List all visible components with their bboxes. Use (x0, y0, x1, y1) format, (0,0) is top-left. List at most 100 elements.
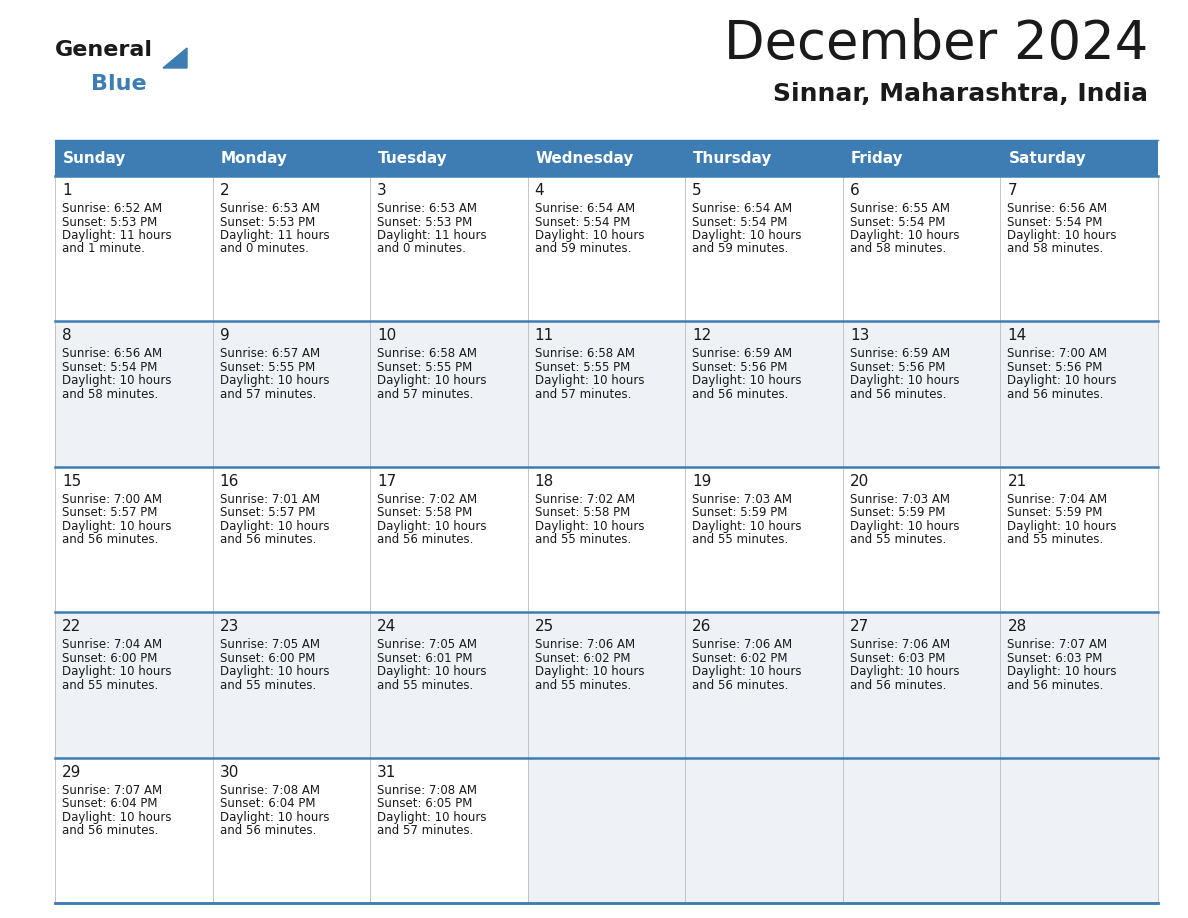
Text: Sunset: 6:04 PM: Sunset: 6:04 PM (220, 797, 315, 810)
Text: and 0 minutes.: and 0 minutes. (377, 242, 466, 255)
Text: Sunset: 5:58 PM: Sunset: 5:58 PM (535, 507, 630, 520)
Text: Sunrise: 7:07 AM: Sunrise: 7:07 AM (1007, 638, 1107, 651)
Bar (55, 757, 1158, 903)
Text: Sunset: 5:59 PM: Sunset: 5:59 PM (1007, 507, 1102, 520)
Text: Sunset: 5:54 PM: Sunset: 5:54 PM (1007, 216, 1102, 229)
Text: Sunrise: 7:00 AM: Sunrise: 7:00 AM (62, 493, 162, 506)
Text: Saturday: Saturday (1009, 151, 1086, 165)
Text: and 56 minutes.: and 56 minutes. (849, 678, 946, 691)
Text: 18: 18 (535, 474, 554, 488)
Text: and 55 minutes.: and 55 minutes. (62, 678, 158, 691)
Text: Sunset: 5:55 PM: Sunset: 5:55 PM (377, 361, 473, 374)
Text: 2: 2 (220, 183, 229, 198)
Text: Sunset: 6:03 PM: Sunset: 6:03 PM (1007, 652, 1102, 665)
Text: 10: 10 (377, 329, 397, 343)
Text: Friday: Friday (851, 151, 904, 165)
Text: and 58 minutes.: and 58 minutes. (849, 242, 946, 255)
Text: Sunrise: 6:52 AM: Sunrise: 6:52 AM (62, 202, 162, 215)
Text: Sunset: 5:55 PM: Sunset: 5:55 PM (535, 361, 630, 374)
Text: 27: 27 (849, 620, 870, 634)
Text: Sunset: 5:53 PM: Sunset: 5:53 PM (220, 216, 315, 229)
Text: 23: 23 (220, 620, 239, 634)
Text: Sunrise: 7:02 AM: Sunrise: 7:02 AM (377, 493, 478, 506)
Text: Daylight: 10 hours: Daylight: 10 hours (1007, 520, 1117, 532)
Text: Sunset: 5:56 PM: Sunset: 5:56 PM (693, 361, 788, 374)
Text: Sunset: 5:55 PM: Sunset: 5:55 PM (220, 361, 315, 374)
Bar (55, 466, 1158, 612)
Text: 24: 24 (377, 620, 397, 634)
Text: and 55 minutes.: and 55 minutes. (220, 678, 316, 691)
Bar (55, 140, 1158, 176)
Text: Sunset: 6:03 PM: Sunset: 6:03 PM (849, 652, 946, 665)
Text: Daylight: 10 hours: Daylight: 10 hours (1007, 666, 1117, 678)
Text: Sunrise: 7:04 AM: Sunrise: 7:04 AM (1007, 493, 1107, 506)
Text: Sunrise: 7:08 AM: Sunrise: 7:08 AM (377, 784, 478, 797)
Text: Sunrise: 6:58 AM: Sunrise: 6:58 AM (535, 347, 634, 361)
Text: Sunset: 6:05 PM: Sunset: 6:05 PM (377, 797, 473, 810)
Text: Daylight: 10 hours: Daylight: 10 hours (377, 666, 487, 678)
Text: and 56 minutes.: and 56 minutes. (220, 533, 316, 546)
Text: Sunrise: 6:58 AM: Sunrise: 6:58 AM (377, 347, 478, 361)
Text: and 58 minutes.: and 58 minutes. (62, 388, 158, 401)
Text: Daylight: 10 hours: Daylight: 10 hours (62, 520, 171, 532)
Text: Tuesday: Tuesday (378, 151, 448, 165)
Text: and 57 minutes.: and 57 minutes. (377, 824, 474, 837)
Text: Sunset: 5:59 PM: Sunset: 5:59 PM (693, 507, 788, 520)
Text: and 56 minutes.: and 56 minutes. (62, 533, 158, 546)
Text: Sunrise: 7:06 AM: Sunrise: 7:06 AM (535, 638, 634, 651)
Text: Sunrise: 7:01 AM: Sunrise: 7:01 AM (220, 493, 320, 506)
Text: Daylight: 11 hours: Daylight: 11 hours (377, 229, 487, 242)
Text: 13: 13 (849, 329, 870, 343)
Text: and 56 minutes.: and 56 minutes. (849, 388, 946, 401)
Text: Daylight: 10 hours: Daylight: 10 hours (220, 520, 329, 532)
Text: 1: 1 (62, 183, 71, 198)
Bar (527, 757, 685, 903)
Text: and 55 minutes.: and 55 minutes. (535, 533, 631, 546)
Text: and 59 minutes.: and 59 minutes. (535, 242, 631, 255)
Text: Sunrise: 7:05 AM: Sunrise: 7:05 AM (377, 638, 478, 651)
Text: 17: 17 (377, 474, 397, 488)
Text: and 56 minutes.: and 56 minutes. (1007, 678, 1104, 691)
Text: Sunset: 6:04 PM: Sunset: 6:04 PM (62, 797, 158, 810)
Text: Sunset: 6:00 PM: Sunset: 6:00 PM (220, 652, 315, 665)
Text: and 55 minutes.: and 55 minutes. (849, 533, 946, 546)
Text: Sunset: 5:53 PM: Sunset: 5:53 PM (62, 216, 157, 229)
Polygon shape (163, 48, 187, 68)
Text: Daylight: 10 hours: Daylight: 10 hours (1007, 229, 1117, 242)
Text: 21: 21 (1007, 474, 1026, 488)
Text: Daylight: 10 hours: Daylight: 10 hours (693, 375, 802, 387)
Text: Daylight: 10 hours: Daylight: 10 hours (849, 229, 960, 242)
Text: and 57 minutes.: and 57 minutes. (377, 388, 474, 401)
Text: Daylight: 10 hours: Daylight: 10 hours (62, 375, 171, 387)
Text: Wednesday: Wednesday (536, 151, 634, 165)
Text: and 0 minutes.: and 0 minutes. (220, 242, 309, 255)
Text: Sunrise: 6:54 AM: Sunrise: 6:54 AM (693, 202, 792, 215)
Text: 19: 19 (693, 474, 712, 488)
Text: Sunset: 6:01 PM: Sunset: 6:01 PM (377, 652, 473, 665)
Text: Sunrise: 6:53 AM: Sunrise: 6:53 AM (377, 202, 478, 215)
Text: Daylight: 10 hours: Daylight: 10 hours (535, 666, 644, 678)
Text: Sunrise: 7:00 AM: Sunrise: 7:00 AM (1007, 347, 1107, 361)
Text: Daylight: 10 hours: Daylight: 10 hours (693, 229, 802, 242)
Text: Daylight: 10 hours: Daylight: 10 hours (849, 520, 960, 532)
Text: Sunset: 5:54 PM: Sunset: 5:54 PM (693, 216, 788, 229)
Text: Sunset: 5:59 PM: Sunset: 5:59 PM (849, 507, 946, 520)
Text: and 56 minutes.: and 56 minutes. (1007, 388, 1104, 401)
Bar (842, 757, 1000, 903)
Text: Daylight: 10 hours: Daylight: 10 hours (220, 375, 329, 387)
Text: Sinnar, Maharashtra, India: Sinnar, Maharashtra, India (773, 82, 1148, 106)
Text: Sunset: 5:56 PM: Sunset: 5:56 PM (1007, 361, 1102, 374)
Text: 4: 4 (535, 183, 544, 198)
Text: 26: 26 (693, 620, 712, 634)
Bar (55, 612, 1158, 757)
Text: Sunrise: 7:06 AM: Sunrise: 7:06 AM (849, 638, 950, 651)
Text: and 1 minute.: and 1 minute. (62, 242, 145, 255)
Text: Daylight: 10 hours: Daylight: 10 hours (62, 666, 171, 678)
Text: General: General (55, 40, 153, 60)
Text: Sunday: Sunday (63, 151, 126, 165)
Text: Sunrise: 7:06 AM: Sunrise: 7:06 AM (693, 638, 792, 651)
Text: Sunrise: 6:53 AM: Sunrise: 6:53 AM (220, 202, 320, 215)
Text: and 57 minutes.: and 57 minutes. (220, 388, 316, 401)
Text: Sunset: 6:02 PM: Sunset: 6:02 PM (535, 652, 630, 665)
Text: 11: 11 (535, 329, 554, 343)
